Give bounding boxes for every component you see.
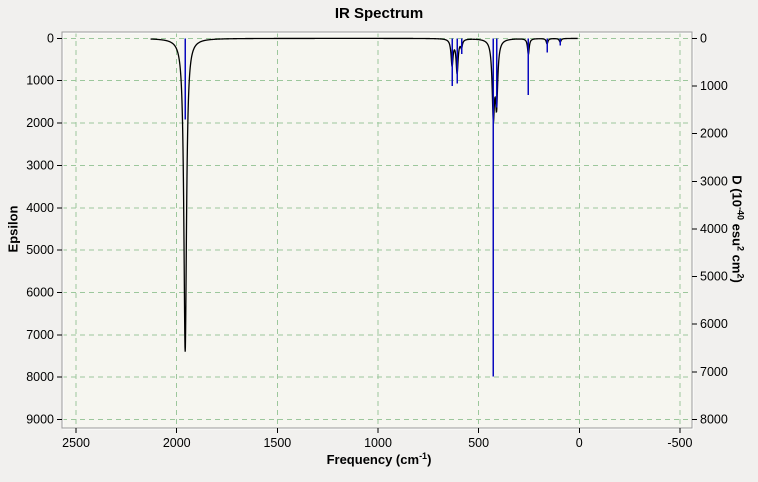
- x-tick-label: 1500: [263, 436, 291, 450]
- right-tick-label: 7000: [700, 365, 728, 379]
- chart-title: IR Spectrum: [334, 5, 424, 22]
- right-tick-label: 4000: [700, 222, 728, 236]
- x-axis-label-text: ): [427, 452, 432, 467]
- right-tick-label: 8000: [700, 412, 728, 426]
- x-tick-label: 2500: [62, 436, 90, 450]
- right-axis-label: D (10-40 esu2 cm2): [729, 175, 746, 283]
- right-axis-label-text: cm: [729, 251, 745, 274]
- left-tick-label: 2000: [26, 116, 54, 130]
- x-axis-label-superscript: -1: [419, 451, 428, 461]
- right-axis-label-text: ): [729, 278, 745, 283]
- right-axis-label-text: D (10: [729, 175, 745, 207]
- epsilon-curve: [150, 37, 578, 352]
- x-tick-label: 0: [576, 436, 583, 450]
- x-tick-label: 1000: [364, 436, 392, 450]
- right-tick-label: 1000: [700, 79, 728, 93]
- x-tick-label: 500: [468, 436, 489, 450]
- right-tick-label: 5000: [700, 270, 728, 284]
- plot-area: [62, 32, 692, 428]
- left-tick-label: 8000: [26, 370, 54, 384]
- right-tick-label: 3000: [700, 174, 728, 188]
- left-tick-label: 7000: [26, 328, 54, 342]
- right-axis-label-text: esu: [729, 220, 745, 247]
- right-tick-label: 2000: [700, 127, 728, 141]
- left-tick-label: 6000: [26, 285, 54, 299]
- right-axis-label-superscript: 2: [735, 273, 746, 279]
- right-axis-label-superscript: -40: [735, 206, 746, 221]
- x-tick-label: -500: [667, 436, 692, 450]
- right-tick-label: 6000: [700, 317, 728, 331]
- left-tick-label: 5000: [26, 243, 54, 257]
- x-axis-label-text: Frequency (cm: [326, 452, 420, 467]
- x-tick-label: 2000: [163, 436, 191, 450]
- right-tick-label: 0: [700, 31, 707, 45]
- right-axis-label-superscript: 2: [735, 246, 746, 252]
- left-tick-label: 3000: [26, 158, 54, 172]
- left-tick-label: 1000: [26, 74, 54, 88]
- left-tick-label: 0: [47, 31, 54, 45]
- left-tick-label: 9000: [26, 413, 54, 427]
- left-axis-label: Epsilon: [5, 205, 21, 253]
- x-axis-label: Frequency (cm-1): [0, 451, 758, 467]
- plot-frame: [61, 31, 693, 429]
- left-tick-label: 4000: [26, 201, 54, 215]
